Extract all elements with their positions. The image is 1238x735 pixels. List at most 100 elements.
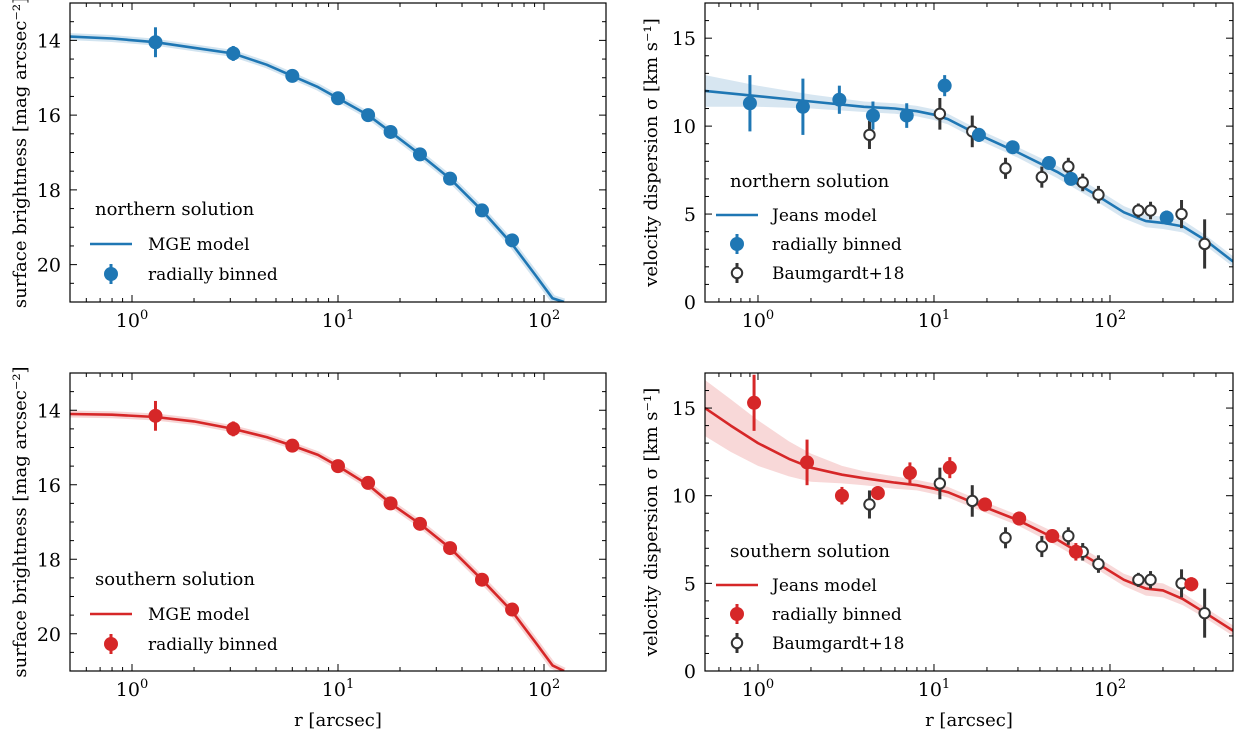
y-tick-label: 14 (37, 30, 61, 52)
reference-point (933, 477, 947, 490)
legend-reference-label: Baumgardt+18 (772, 634, 904, 654)
plot-area (705, 75, 1233, 269)
axes-frame (704, 2, 1234, 303)
model-band (70, 33, 566, 302)
reference-point (999, 162, 1012, 175)
reference-point (1198, 237, 1211, 251)
reference-point (1144, 573, 1157, 587)
x-axis-label: r [arcsec] (925, 710, 1013, 731)
y-tick-label: 15 (672, 28, 696, 50)
binned-point (412, 147, 427, 162)
binned-point (937, 78, 952, 93)
binned-series (148, 400, 520, 617)
binned-point (1184, 577, 1199, 592)
binned-point (383, 124, 398, 139)
binned-series (742, 75, 1174, 225)
binned-series (747, 374, 1199, 592)
reference-point (933, 107, 947, 121)
x-tick-label: 102 (528, 308, 560, 332)
x-tick-label: 101 (918, 308, 950, 332)
y-tick-label: 20 (37, 255, 61, 277)
binned-point (747, 395, 762, 410)
binned-series (148, 27, 520, 248)
legend: southern solution MGE model radially binne… (90, 569, 278, 655)
x-axis-label: r [arcsec] (294, 710, 382, 731)
reference-point (1035, 170, 1049, 184)
reference-point (1175, 207, 1188, 221)
reference-point (966, 494, 979, 508)
legend-reference-marker (730, 266, 744, 280)
reference-point (999, 531, 1012, 544)
legend: northern solution MGE model radially binne… (90, 199, 278, 285)
binned-point (443, 171, 458, 186)
model-line (705, 407, 1233, 632)
binned-point (832, 92, 847, 107)
binned-point (978, 497, 993, 512)
legend-binned-label: radially binned (148, 265, 278, 285)
y-tick-label: 5 (684, 204, 696, 226)
legend-title: northern solution (95, 199, 255, 220)
reference-point (1035, 540, 1049, 553)
binned-point (742, 96, 757, 111)
legend-binned-marker (104, 637, 118, 651)
x-tick-label: 101 (918, 677, 950, 701)
binned-point (285, 438, 300, 453)
reference-point (1092, 188, 1105, 201)
binned-point (383, 496, 398, 511)
binned-point (865, 108, 880, 123)
y-tick-label: 18 (37, 180, 61, 202)
binned-point (443, 541, 458, 556)
legend-reference-label: Baumgardt+18 (772, 264, 904, 284)
binned-point (834, 488, 849, 503)
reference-point (1092, 557, 1105, 571)
y-tick-label: 16 (37, 105, 61, 127)
reference-point (1132, 573, 1145, 587)
x-tick-label: 100 (116, 677, 148, 701)
binned-point (800, 455, 815, 470)
binned-point (942, 460, 957, 475)
y-tick-label: 10 (672, 116, 696, 138)
y-tick-label: 5 (684, 573, 696, 595)
y-axis-label: surface brightness [mag arcsec⁻²] (10, 366, 31, 677)
legend-binned-label: radially binned (772, 605, 902, 625)
binned-point (795, 99, 810, 114)
legend-title: southern solution (95, 569, 255, 590)
legend: northern solution Jeans model radially bin… (716, 171, 904, 284)
x-tick-label: 101 (322, 677, 354, 701)
y-tick-label: 10 (672, 486, 696, 508)
panel-south-sb: 14 16 18 20 100 101 102 surface brightness [mag… (10, 366, 607, 731)
binned-point (226, 46, 241, 61)
reference-point (1076, 176, 1089, 189)
binned-point (505, 602, 520, 617)
legend-binned-marker (730, 237, 744, 251)
x-tick-label: 100 (742, 677, 774, 701)
binned-point (1005, 140, 1020, 155)
binned-point (331, 91, 345, 106)
y-tick-label: 0 (684, 661, 696, 683)
legend-model-label: Jeans model (770, 206, 877, 226)
legend-title: southern solution (730, 541, 890, 562)
reference-point (1062, 160, 1075, 173)
legend-reference-marker (730, 636, 744, 650)
plot-area (70, 27, 566, 302)
legend-model-label: Jeans model (770, 576, 877, 596)
plot-area (70, 400, 566, 671)
panel-north-sb: 14 16 18 20 100 101 102 surface brightness [mag… (10, 0, 607, 332)
binned-point (902, 465, 917, 480)
x-tick-label: 102 (1094, 677, 1126, 701)
binned-point (412, 516, 427, 531)
binned-point (285, 68, 300, 83)
x-tick-label: 100 (116, 308, 148, 332)
y-tick-label: 15 (672, 398, 696, 420)
binned-point (1041, 156, 1056, 171)
panel-north-vd: 0 5 10 15 100 101 102 velocity dispersion σ [km… (641, 2, 1234, 332)
binned-point (505, 233, 520, 248)
model-band (705, 75, 1233, 267)
legend-binned-marker (730, 607, 744, 621)
binned-point (1068, 544, 1083, 559)
y-axis-label: velocity dispersion σ [km s⁻¹] (641, 388, 662, 658)
y-axis-label: surface brightness [mag arcsec⁻²] (10, 0, 31, 308)
legend-model-label: MGE model (148, 605, 250, 625)
y-tick-label: 0 (684, 292, 696, 314)
reference-point (863, 498, 876, 511)
